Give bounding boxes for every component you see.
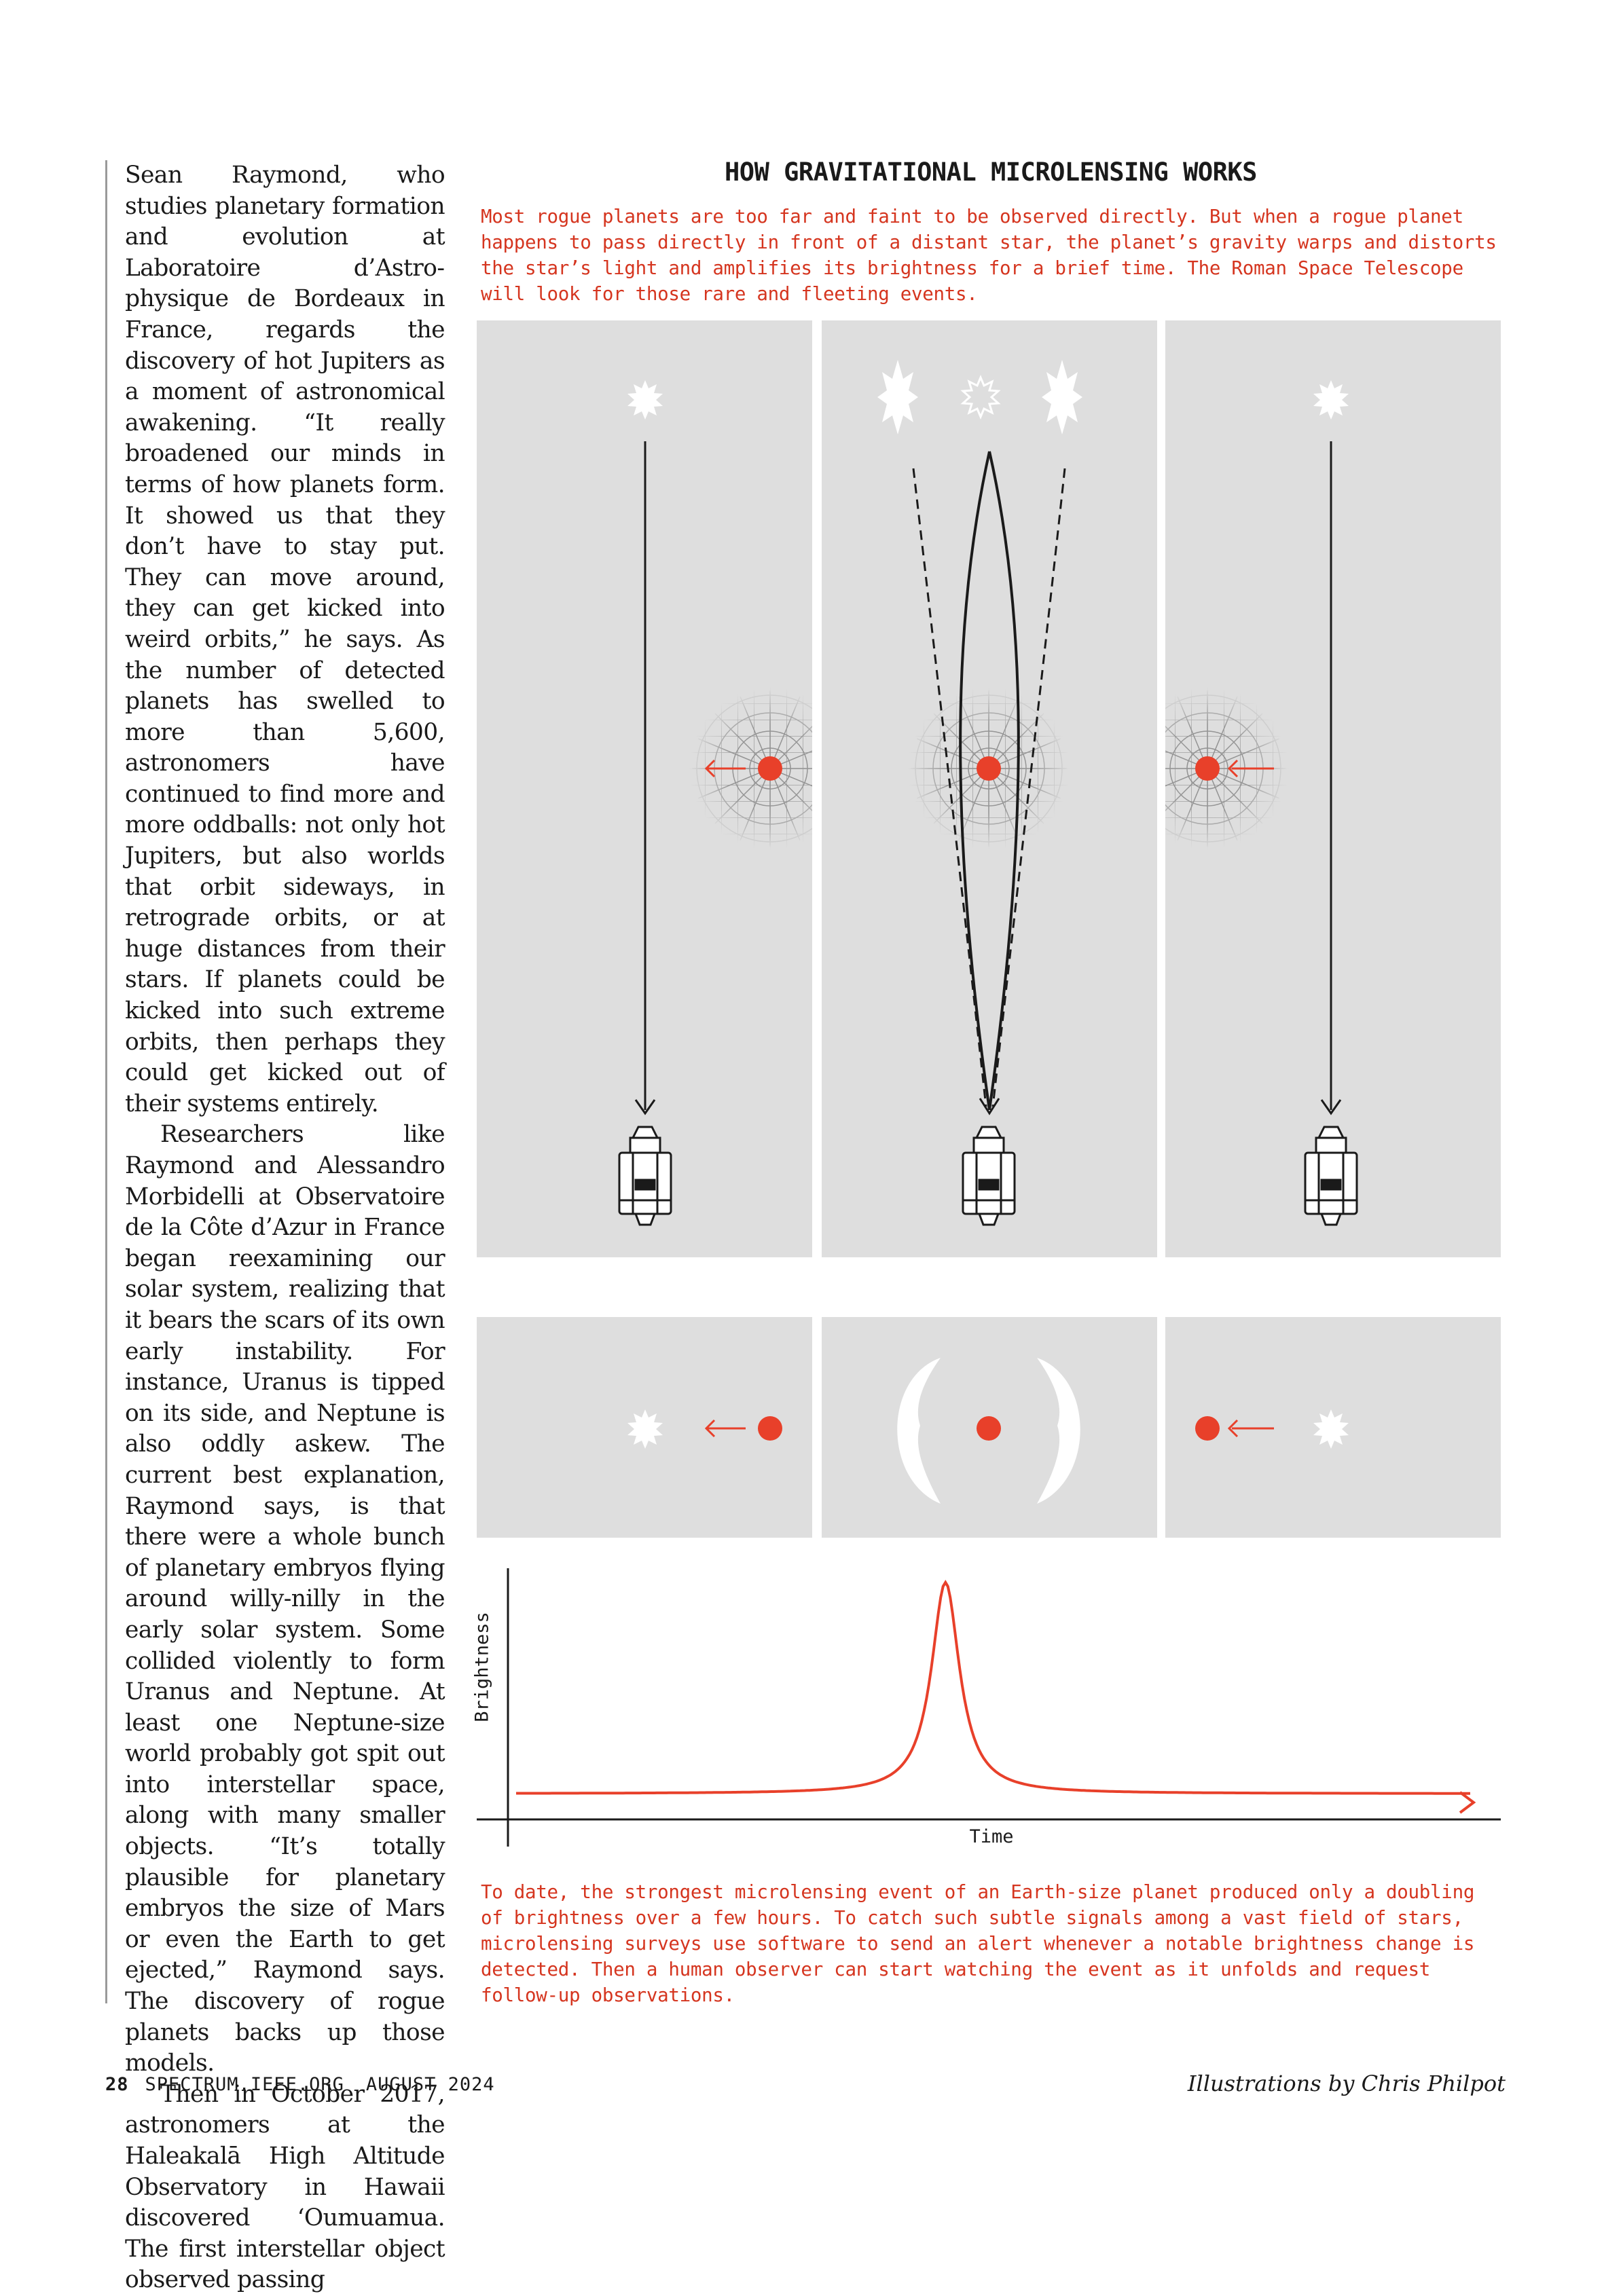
page-number: 28 xyxy=(105,2074,129,2095)
rogue-planet xyxy=(977,1416,1001,1441)
star-icon xyxy=(627,1409,663,1449)
distorted-star-right-icon xyxy=(1042,360,1082,434)
arrowhead-icon xyxy=(634,1099,656,1115)
bent-light-ray xyxy=(988,451,1020,1111)
apparent-ray xyxy=(912,468,987,1107)
article-paragraph: Sean Raymond, who studies planetary form… xyxy=(125,162,445,1117)
left-arrow-icon xyxy=(704,1419,746,1438)
footer-site: SPECTRUM.IEEE.ORG xyxy=(145,2074,344,2095)
brightness-curve xyxy=(516,1580,1470,1795)
article-paragraph: Researchers like Raymond and Alessandro … xyxy=(125,1121,445,2077)
rogue-planet xyxy=(1195,1416,1220,1441)
rogue-planet xyxy=(758,1416,782,1441)
star-outline-icon xyxy=(960,375,1001,420)
illustration-credit: Illustrations by Chris Philpot xyxy=(1187,2071,1506,2096)
microlensing-illustration xyxy=(477,320,1501,1847)
brightness-chart xyxy=(477,1568,1501,1847)
star-icon xyxy=(627,380,663,420)
x-axis-label: Time xyxy=(969,1826,1014,1847)
arrowhead-icon xyxy=(979,1098,1000,1115)
left-arrow-icon xyxy=(704,759,746,778)
einstein-ring-icon xyxy=(897,1358,1080,1504)
left-arrow-icon xyxy=(1227,1419,1274,1438)
footer-date: AUGUST 2024 xyxy=(365,2074,495,2095)
bent-light-ray xyxy=(959,451,991,1111)
figure-caption-bottom: To date, the strongest microlensing even… xyxy=(481,1881,1475,2006)
article-paragraph: Then in October 2017, astronomers at the… xyxy=(125,2080,445,2294)
rogue-planet xyxy=(758,756,782,781)
y-axis-label: Brightness xyxy=(471,1612,493,1722)
left-arrow-icon xyxy=(1227,759,1274,778)
figure-title: HOW GRAVITATIONAL MICROLENSING WORKS xyxy=(725,158,1257,187)
rogue-planet xyxy=(977,756,1001,781)
curve-arrowhead-icon xyxy=(1459,1791,1476,1814)
footer-left: 28 SPECTRUM.IEEE.ORG AUGUST 2024 xyxy=(105,2074,495,2095)
arrowhead-icon xyxy=(1320,1099,1342,1115)
rogue-planet xyxy=(1195,756,1220,781)
star-icon xyxy=(1313,1409,1349,1449)
figure-caption-top: Most rogue planets are too far and faint… xyxy=(481,206,1497,305)
apparent-ray xyxy=(991,468,1066,1107)
distorted-star-left-icon xyxy=(877,360,918,434)
star-icon xyxy=(1313,380,1349,420)
